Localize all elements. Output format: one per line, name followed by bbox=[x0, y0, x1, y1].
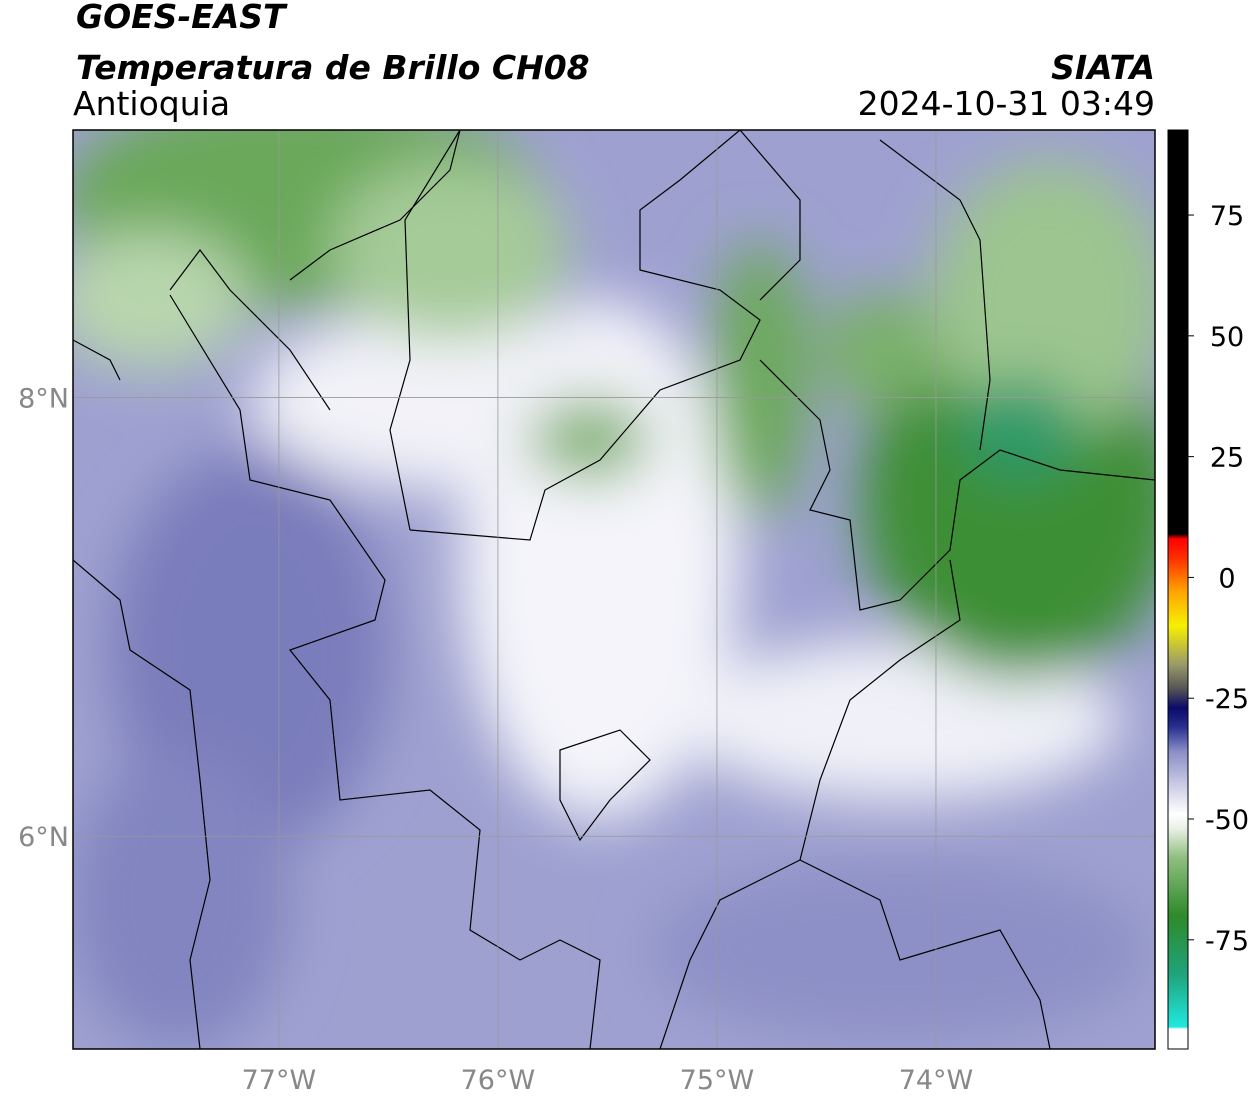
colorbar-tick-label: 75 bbox=[1210, 201, 1244, 232]
field bbox=[73, 130, 1155, 1049]
subtitle: Temperatura de Brillo CH08 bbox=[76, 48, 590, 87]
colorbar-tick-label: -75 bbox=[1205, 926, 1249, 957]
x-tick-label: 76°W bbox=[461, 1065, 536, 1096]
grid bbox=[73, 130, 1155, 1049]
x-tick-label: 75°W bbox=[680, 1065, 755, 1096]
y-tick-label: 6°N bbox=[18, 822, 69, 853]
colorbar-tick-label: 0 bbox=[1218, 563, 1235, 594]
colorbar bbox=[1167, 129, 1189, 1050]
source: SIATA bbox=[1051, 48, 1155, 87]
title: GOES-EAST bbox=[76, 0, 288, 36]
x-tick-label: 74°W bbox=[899, 1065, 974, 1096]
colorbar-tick-label: 25 bbox=[1210, 443, 1244, 474]
map-frame bbox=[72, 129, 1156, 1050]
datetime: 2024-10-31 03:49 bbox=[858, 84, 1155, 123]
colorbar-tick-label: -50 bbox=[1205, 805, 1249, 836]
x-tick-label: 77°W bbox=[242, 1065, 317, 1096]
region: Antioquia bbox=[73, 84, 230, 123]
y-tick-label: 8°N bbox=[18, 384, 69, 415]
colorbar-tick-label: 50 bbox=[1210, 322, 1244, 353]
colorbar-tick-label: -25 bbox=[1205, 684, 1249, 715]
